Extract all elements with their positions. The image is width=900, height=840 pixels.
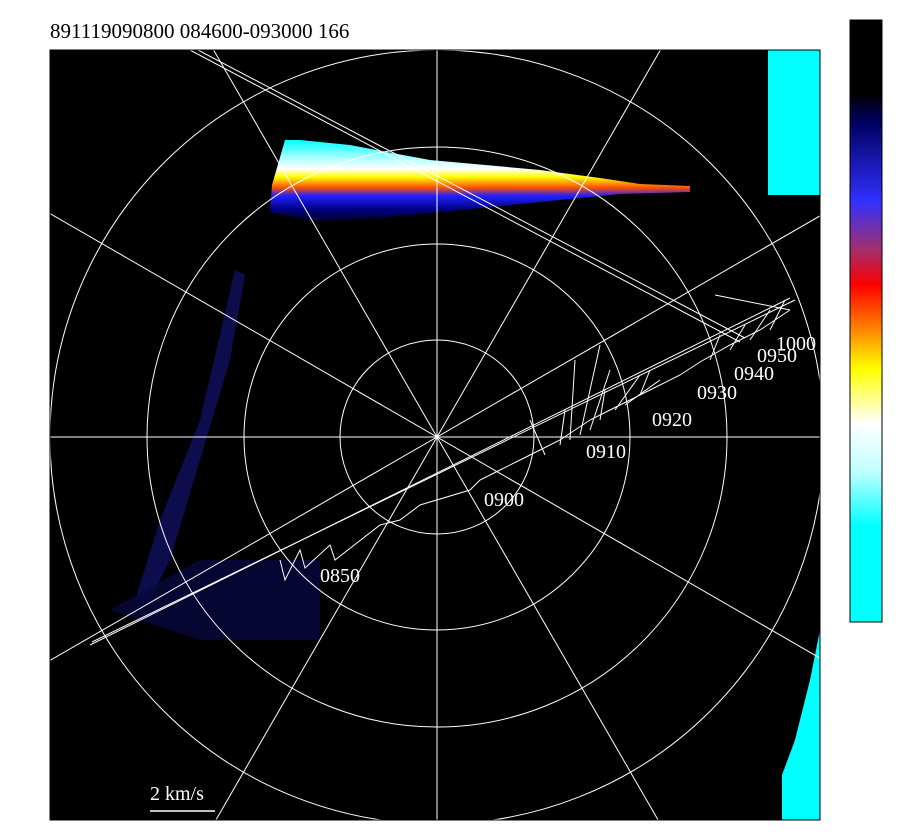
time-label: 0850 — [320, 565, 360, 587]
color-bar — [849, 19, 883, 623]
time-labels: 0850 0900 0910 0920 0930 0940 0950 1000 — [320, 333, 816, 587]
title: 891119090800 084600-093000 166 — [50, 19, 349, 43]
time-label: 0910 — [586, 441, 626, 463]
time-label: 0900 — [484, 489, 524, 511]
time-label: 0930 — [697, 382, 737, 404]
time-label: 0940 — [734, 363, 774, 385]
scale-label: 2 km/s — [150, 783, 204, 805]
time-label: 1000 — [776, 333, 816, 355]
hodogram — [89, 50, 796, 646]
echo-region — [270, 140, 690, 222]
echo-faint — [135, 270, 245, 600]
echo-faint — [110, 560, 320, 640]
plot-frame — [49, 49, 821, 821]
time-label: 0950 — [757, 345, 797, 367]
cyan-patch — [768, 50, 820, 195]
time-label: 0920 — [652, 409, 692, 431]
cyan-patch — [782, 630, 820, 820]
